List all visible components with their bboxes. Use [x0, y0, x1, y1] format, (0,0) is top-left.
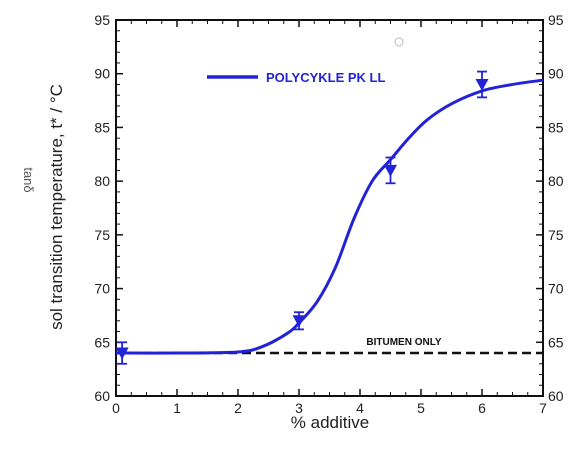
y-axis-label: sol transition temperature, t* / °C: [47, 84, 66, 330]
x-tick-label: 2: [234, 400, 242, 416]
ghost-axis-label: tanδ: [21, 167, 36, 192]
y-tick-label-right: 65: [548, 334, 564, 350]
y-tick-label: 75: [94, 227, 110, 243]
y-tick-label: 85: [94, 119, 110, 135]
y-tick-label: 65: [94, 334, 110, 350]
y-tick-label: 95: [94, 12, 110, 28]
series-layer: [115, 70, 544, 365]
plot-frame: [115, 19, 544, 397]
x-axis-label: % additive: [291, 413, 369, 432]
y-tick-label-right: 60: [548, 388, 564, 404]
series-line: [115, 78, 544, 355]
data-point-marker: [475, 78, 489, 91]
y-tick-label: 60: [94, 388, 110, 404]
y-tick-label: 90: [94, 66, 110, 82]
x-tick-label: 0: [112, 400, 120, 416]
x-tick-label: 5: [417, 400, 425, 416]
x-tick-label: 7: [539, 400, 547, 416]
data-point-marker: [115, 347, 129, 360]
reference-label: BITUMEN ONLY: [366, 337, 442, 348]
y-tick-label-right: 85: [548, 119, 564, 135]
data-point-marker: [292, 315, 306, 328]
x-tick-label: 1: [173, 400, 181, 416]
y-tick-label-right: 80: [548, 173, 564, 189]
y-tick-label-right: 95: [548, 12, 564, 28]
y-tick-label: 80: [94, 173, 110, 189]
legend-label: POLYCYKLE PK LL: [266, 70, 385, 85]
y-tick-label-right: 70: [548, 281, 564, 297]
stray-circle: [394, 37, 404, 47]
y-tick-labels-right: 60 65 70 75 80 85 90 95: [548, 12, 564, 404]
x-tick-label: 4: [356, 400, 364, 416]
x-tick-label: 6: [478, 400, 486, 416]
y-tick-label-right: 75: [548, 227, 564, 243]
y-tick-labels: 60 65 70 75 80 85 90 95: [94, 12, 110, 404]
x-tick-label: 3: [295, 400, 303, 416]
y-tick-label: 70: [94, 281, 110, 297]
data-point-marker: [384, 164, 397, 177]
legend: POLYCYKLE PK LL: [207, 70, 385, 85]
x-tick-labels: 0 1 2 3 4 5 6 7: [112, 400, 547, 416]
y-tick-label-right: 90: [548, 66, 564, 82]
